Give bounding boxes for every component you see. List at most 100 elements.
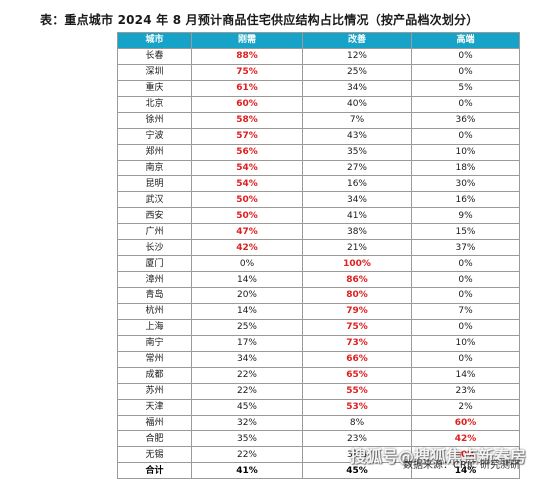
improvement-cell: 27% — [302, 159, 412, 177]
essential-cell: 22% — [191, 446, 303, 464]
improvement-cell: 75% — [302, 318, 412, 336]
highend-cell: 15% — [411, 223, 520, 241]
highend-cell: 7% — [411, 302, 520, 320]
city-cell: 徐州 — [117, 111, 192, 129]
essential-cell: 75% — [191, 63, 303, 81]
improvement-cell: 43% — [302, 127, 412, 145]
improvement-cell: 7% — [302, 111, 412, 129]
improvement-cell: 66% — [302, 350, 412, 368]
highend-cell: 0% — [411, 318, 520, 336]
city-cell: 常州 — [117, 350, 192, 368]
highend-cell: 18% — [411, 159, 520, 177]
highend-cell: 9% — [411, 207, 520, 225]
improvement-cell: 16% — [302, 175, 412, 193]
essential-cell: 60% — [191, 95, 303, 113]
city-cell: 西安 — [117, 207, 192, 225]
table-row: 成都 22% 65% 14% — [117, 366, 520, 384]
city-cell: 漳州 — [117, 271, 192, 288]
table-row: 南宁 17% 73% 10% — [117, 334, 520, 352]
highend-cell: 0% — [411, 63, 520, 81]
highend-cell: 5% — [411, 79, 520, 97]
table-title: 表：重点城市 2024 年 8 月预计商品住宅供应结构占比情况（按产品档次划分） — [40, 13, 479, 27]
essential-cell: 88% — [191, 47, 303, 65]
supply-structure-table: 城市 刚需 改善 高端 长春 88% 12% 0% 深圳 75% 25% 0% 重庆 61% 34%… — [117, 32, 520, 479]
highend-cell: 10% — [411, 334, 520, 352]
total-essential: 41% — [191, 462, 303, 479]
essential-cell: 57% — [191, 127, 303, 145]
essential-cell: 0% — [191, 255, 303, 273]
header-improvement: 改善 — [302, 32, 412, 49]
city-cell: 厦门 — [117, 255, 192, 273]
city-cell: 重庆 — [117, 79, 192, 97]
highend-cell: 30% — [411, 175, 520, 193]
improvement-cell: 25% — [302, 63, 412, 81]
highend-cell: 0% — [411, 271, 520, 288]
highend-cell: 0% — [411, 350, 520, 368]
improvement-cell: 34% — [302, 79, 412, 97]
improvement-cell: 38% — [302, 223, 412, 241]
city-cell: 合肥 — [117, 430, 192, 448]
table-row: 重庆 61% 34% 5% — [117, 79, 520, 97]
table-row: 广州 47% 38% 15% — [117, 223, 520, 241]
header-row: 城市 刚需 改善 高端 — [117, 32, 520, 49]
essential-cell: 56% — [191, 143, 303, 161]
table-row: 苏州 22% 55% 23% — [117, 382, 520, 400]
improvement-cell: 34% — [302, 191, 412, 209]
table-row: 北京 60% 40% 0% — [117, 95, 520, 113]
essential-cell: 17% — [191, 334, 303, 352]
table-row: 上海 25% 75% 0% — [117, 318, 520, 336]
highend-cell: 16% — [411, 191, 520, 209]
city-cell: 深圳 — [117, 63, 192, 81]
improvement-cell: 73% — [302, 334, 412, 352]
essential-cell: 14% — [191, 271, 303, 288]
essential-cell: 54% — [191, 159, 303, 177]
table-row: 长春 88% 12% 0% — [117, 47, 520, 65]
source-note: 数据来源：CRIC 研究测研 — [402, 460, 520, 471]
improvement-cell: 41% — [302, 207, 412, 225]
table-row: 合肥 35% 23% 42% — [117, 430, 520, 448]
essential-cell: 32% — [191, 414, 303, 432]
essential-cell: 34% — [191, 350, 303, 368]
table-row: 天津 45% 53% 2% — [117, 398, 520, 416]
city-cell: 广州 — [117, 223, 192, 241]
city-cell: 郑州 — [117, 143, 192, 161]
city-cell: 南京 — [117, 159, 192, 177]
table-row: 漳州 14% 86% 0% — [117, 271, 520, 288]
highend-cell: 0% — [411, 95, 520, 113]
highend-cell: 60% — [411, 414, 520, 432]
city-cell: 宁波 — [117, 127, 192, 145]
city-cell: 青岛 — [117, 287, 192, 304]
table-row: 深圳 75% 25% 0% — [117, 63, 520, 81]
essential-cell: 50% — [191, 191, 303, 209]
table-row: 青岛 20% 80% 0% — [117, 287, 520, 304]
city-cell: 苏州 — [117, 382, 192, 400]
city-cell: 杭州 — [117, 302, 192, 320]
essential-cell: 58% — [191, 111, 303, 129]
table-body: 长春 88% 12% 0% 深圳 75% 25% 0% 重庆 61% 34% 5% 北京 60% 40% 0%… — [117, 47, 520, 479]
highend-cell: 0% — [411, 287, 520, 304]
improvement-cell: 79% — [302, 302, 412, 320]
table-row: 杭州 14% 79% 7% — [117, 302, 520, 320]
highend-cell: 0% — [411, 255, 520, 273]
essential-cell: 35% — [191, 430, 303, 448]
improvement-cell: 8% — [302, 414, 412, 432]
highend-cell: 36% — [411, 111, 520, 129]
improvement-cell: 55% — [302, 382, 412, 400]
highend-cell: 0% — [411, 127, 520, 145]
essential-cell: 45% — [191, 398, 303, 416]
essential-cell: 61% — [191, 79, 303, 97]
table-row: 昆明 54% 16% 30% — [117, 175, 520, 193]
city-cell: 长春 — [117, 47, 192, 65]
table-row: 徐州 58% 7% 36% — [117, 111, 520, 129]
table-row: 武汉 50% 34% 16% — [117, 191, 520, 209]
essential-cell: 50% — [191, 207, 303, 225]
improvement-cell: 53% — [302, 398, 412, 416]
table-row: 常州 34% 66% 0% — [117, 350, 520, 368]
header-city: 城市 — [117, 32, 192, 49]
header-essential: 刚需 — [191, 32, 303, 49]
essential-cell: 20% — [191, 287, 303, 304]
table-row: 郑州 56% 35% 10% — [117, 143, 520, 161]
improvement-cell: 100% — [302, 255, 412, 273]
improvement-cell: 40% — [302, 95, 412, 113]
table-row: 西安 50% 41% 9% — [117, 207, 520, 225]
